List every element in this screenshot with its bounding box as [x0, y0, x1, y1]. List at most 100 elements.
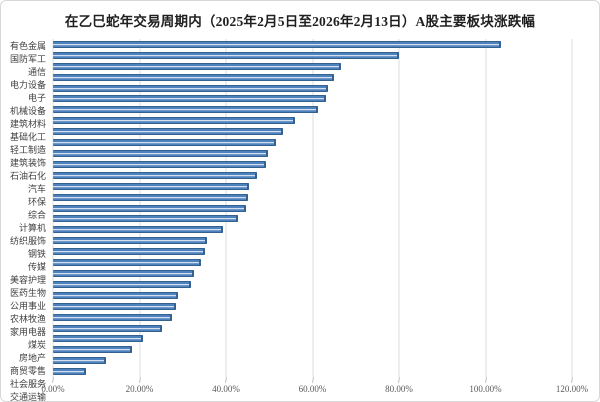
gridline [312, 39, 313, 377]
sector-bar [53, 139, 276, 147]
sector-bar [53, 346, 133, 354]
bar-row [53, 115, 572, 126]
axis-tick [225, 376, 227, 384]
axis-tick [311, 376, 314, 384]
category-label: 煤炭 [27, 340, 46, 350]
sector-bar [53, 171, 257, 179]
sector-bar [53, 182, 250, 190]
category-label: 国防军工 [9, 54, 46, 64]
category-label: 计算机 [18, 223, 46, 233]
sector-bar [53, 106, 319, 114]
bar-rows [53, 39, 572, 377]
category-label: 建筑装饰 [9, 158, 46, 168]
category-label: 建筑材料 [9, 119, 46, 129]
category-label: 机械设备 [9, 106, 46, 116]
x-axis-tick-label: 120.00% [555, 384, 589, 394]
bar-row [53, 246, 572, 257]
sector-bar [53, 248, 205, 256]
axis-tick [398, 376, 400, 384]
category-label: 钢铁 [27, 249, 46, 259]
sector-bar [53, 95, 327, 103]
gridline [485, 39, 486, 377]
sector-bar [53, 204, 246, 212]
sector-bar [53, 357, 107, 365]
x-axis-ticks [52, 376, 573, 384]
category-label: 电子 [27, 93, 46, 103]
category-label: 基础化工 [9, 132, 46, 142]
chart-title: 在乙巳蛇年交易周期内（2025年2月5日至2026年2月13日）A股主要板块涨跌… [64, 14, 536, 29]
bar-row [53, 39, 572, 50]
category-label: 农林牧渔 [9, 314, 46, 324]
category-label: 美容护理 [9, 275, 46, 285]
bar-row [53, 94, 572, 105]
x-axis-labels: 0.00% 20.00% 40.00% 60.00% 80.00% 100.00% 120.… [41, 384, 588, 398]
sector-bar [53, 40, 501, 48]
bar-row [53, 192, 572, 203]
bar-row [53, 214, 572, 225]
sector-bar [53, 215, 239, 223]
sector-bar [53, 259, 201, 267]
sector-bar [53, 324, 163, 332]
sector-bar [53, 193, 248, 201]
x-axis-tick-label: 60.00% [298, 384, 327, 394]
sector-bar [53, 291, 178, 299]
category-label: 商贸零售 [9, 366, 46, 376]
sector-bar [53, 117, 295, 125]
x-axis-tick-label: 0.00% [41, 384, 65, 394]
gridline [571, 39, 573, 377]
axis-tick [138, 376, 141, 384]
category-label: 公用事业 [9, 301, 46, 311]
bar-row [53, 148, 572, 159]
category-label: 汽车 [27, 184, 46, 194]
sector-bar [53, 313, 172, 321]
plot-area [52, 39, 573, 377]
sector-bar [53, 302, 177, 310]
bar-row [53, 235, 572, 246]
x-axis-tick-label: 40.00% [212, 384, 240, 394]
bar-row [53, 137, 572, 148]
x-axis-tick-label: 80.00% [385, 384, 413, 394]
category-label: 房地产 [18, 353, 46, 363]
category-label: 纺织服饰 [9, 236, 46, 246]
bar-row [53, 355, 572, 366]
bar-row [53, 50, 572, 61]
bar-row [53, 257, 572, 268]
category-label: 有色金属 [9, 41, 46, 51]
axis-tick [571, 376, 573, 384]
axis-tick [484, 376, 487, 384]
x-axis-tick-label: 100.00% [469, 384, 502, 394]
category-label: 医药生物 [9, 288, 46, 298]
bar-row [53, 83, 572, 94]
bar-row [53, 366, 572, 377]
bar-row [53, 323, 572, 334]
category-label: 综合 [27, 210, 46, 220]
category-label: 通信 [27, 67, 46, 77]
sector-bar [53, 150, 268, 158]
bar-row [53, 224, 572, 235]
sector-bar [53, 84, 328, 92]
bar-row [53, 181, 572, 192]
category-label: 石油石化 [9, 171, 46, 181]
sector-bar [53, 368, 87, 376]
bar-row [53, 72, 572, 83]
bar-row [53, 290, 572, 301]
sector-bar [53, 62, 342, 70]
sector-bar [53, 128, 284, 136]
sector-bar [53, 226, 223, 234]
sector-bar [53, 51, 399, 59]
bar-row [53, 104, 572, 115]
category-labels: 有色金属 国防军工 通信 电力设备 电子 机械设备 建筑材料 基础化工 轻工制造 建筑装饰 石油石化… [1, 39, 50, 401]
sector-bar [53, 335, 143, 343]
bar-row [53, 344, 572, 355]
category-label: 传媒 [27, 262, 46, 272]
category-label: 环保 [27, 197, 46, 207]
bar-row [53, 126, 572, 137]
bar-row [53, 170, 572, 181]
sector-bar [53, 280, 191, 288]
sector-bar [53, 237, 207, 245]
bar-row [53, 301, 572, 312]
sector-bar [53, 269, 194, 277]
sector-bar [53, 73, 335, 81]
bar-row [53, 61, 572, 72]
